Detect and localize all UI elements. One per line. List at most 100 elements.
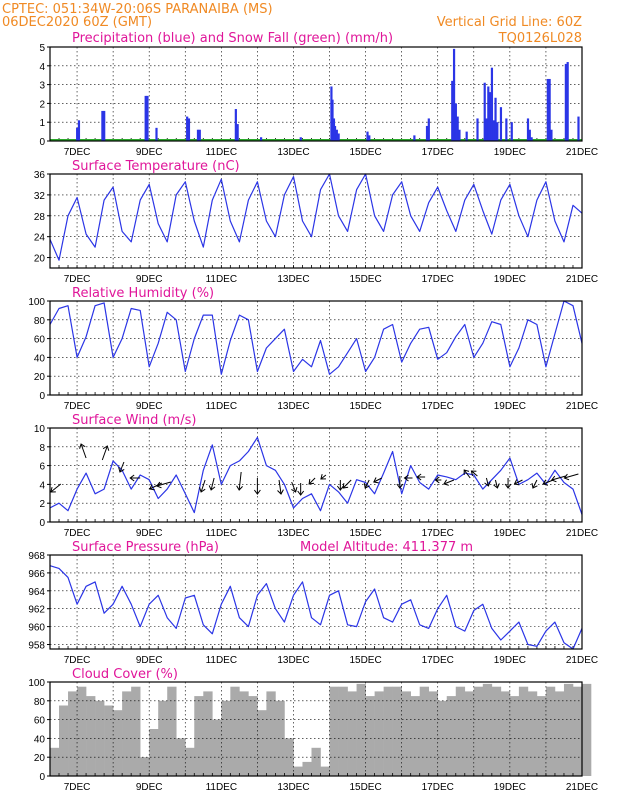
precip-bar <box>427 118 430 141</box>
cloud-bar <box>293 766 303 776</box>
cloud-ytick-label: 40 <box>34 734 46 745</box>
precip-bar <box>487 86 490 141</box>
wind-arrow <box>485 477 489 487</box>
precip-bar <box>548 78 551 141</box>
wind-arrow-head <box>342 482 349 489</box>
precip-bar <box>299 137 302 141</box>
precip-bar <box>259 137 263 141</box>
precip-bar <box>333 125 337 141</box>
rh-xtick-label: 19DEC <box>494 401 526 412</box>
precip-bar <box>499 107 503 141</box>
wind-arrow-head <box>208 485 216 491</box>
cloud-bar <box>482 683 493 776</box>
wind-xtick-label: 19DEC <box>494 528 526 539</box>
wind-arrow <box>291 481 297 493</box>
precip-bar <box>451 80 454 141</box>
precip-bar <box>368 135 371 141</box>
cloud-bar <box>104 705 114 776</box>
cloud-bar <box>140 757 150 776</box>
wind-arrow-head <box>363 482 370 489</box>
precip-bar <box>546 78 549 141</box>
wind-arrow-head <box>149 484 155 491</box>
wind-arrow-head <box>470 470 477 476</box>
temp-xtick-label: 11DEC <box>206 274 238 285</box>
cloud-bar <box>149 729 159 776</box>
pressure-xtick-label: 15DEC <box>349 655 381 666</box>
header-date: 06DEC2020 60Z (GMT) <box>2 15 152 30</box>
precip-xtick-label: 7DEC <box>64 147 91 158</box>
precip-bar <box>331 99 334 141</box>
wind-arrow-head <box>416 473 422 481</box>
wind-ytick-label: 0 <box>39 518 45 529</box>
wind-arrow <box>210 477 215 491</box>
precip-ytick-label: 5 <box>39 43 45 54</box>
pressure-xtick-label: 17DEC <box>422 655 454 666</box>
rh-xtick-label: 13DEC <box>277 401 309 412</box>
wind-arrow-head <box>493 483 500 489</box>
wind-arrow <box>564 473 579 479</box>
cloud-bar <box>527 691 538 776</box>
rh-series-line <box>49 300 583 375</box>
precip-bar <box>236 124 239 141</box>
cloud-bar <box>50 747 60 776</box>
wind-xtick-label: 17DEC <box>422 528 454 539</box>
cloud-bar <box>221 700 231 776</box>
cloud-ytick-label: 20 <box>34 753 46 764</box>
precip-ytick-label: 2 <box>39 99 45 110</box>
cloud-bar <box>563 683 574 776</box>
wind-arrow <box>532 479 538 489</box>
wind-title: Surface Wind (m/s) <box>72 413 196 428</box>
cloud-plot-frame <box>49 681 583 777</box>
precip-bar <box>465 131 468 141</box>
wind-arrow-head <box>550 475 557 483</box>
precip-ytick-label: 0 <box>39 137 45 148</box>
wind-ytick-label: 6 <box>39 462 45 473</box>
cloud-ytick-label: 0 <box>39 772 45 783</box>
wind-arrow-head <box>102 445 110 451</box>
wind-arrow <box>50 483 62 493</box>
precip-bar <box>366 131 369 141</box>
pressure-plot-frame <box>49 554 583 650</box>
temp-xtick-label: 15DEC <box>349 274 381 285</box>
wind-arrow <box>308 477 316 485</box>
wind-arrow-head <box>504 483 512 489</box>
wind-arrow-head <box>291 487 298 493</box>
precip-bar <box>144 95 147 141</box>
precip-bar <box>413 135 416 141</box>
precip-bar <box>425 125 429 141</box>
cloud-bar <box>194 696 204 776</box>
wind-arrow-head <box>434 476 440 484</box>
wind-arrow <box>551 475 566 481</box>
wind-arrow-head <box>320 474 326 480</box>
precip-bar <box>566 62 569 141</box>
wind-arrow <box>471 470 478 477</box>
wind-arrow <box>542 479 554 485</box>
cloud-xtick-label: 7DEC <box>64 782 91 793</box>
cloud-bar <box>203 691 213 776</box>
wind-ytick-label: 10 <box>34 424 46 435</box>
temp-xtick-label: 9DEC <box>136 274 163 285</box>
wind-arrow <box>278 479 282 495</box>
cloud-bar <box>509 696 520 776</box>
wind-arrow <box>373 477 383 483</box>
precip-bar <box>485 118 488 141</box>
rh-ytick-label: 20 <box>34 372 46 383</box>
header-station: CPTEC: 051:34W-20:06S PARANAIBA (MS) <box>2 2 273 17</box>
wind-arrow <box>514 479 523 485</box>
precip-bar <box>530 137 533 141</box>
rh-ytick-label: 80 <box>34 316 46 327</box>
precip-bar <box>77 120 81 141</box>
cloud-xtick-label: 21DEC <box>566 782 598 793</box>
cloud-bar <box>320 766 330 776</box>
cloud-bar <box>239 691 249 776</box>
precip-ytick-label: 3 <box>39 81 45 92</box>
cloud-bar <box>554 691 565 776</box>
cloud-bar <box>113 710 123 776</box>
cloud-bar <box>176 738 186 776</box>
pressure-ytick-label: 966 <box>28 569 45 580</box>
precip-bar <box>234 109 237 141</box>
pressure-ytick-label: 968 <box>28 551 45 562</box>
cloud-bar <box>419 686 430 776</box>
cloud-bar <box>536 696 547 776</box>
precip-bar <box>186 116 189 141</box>
